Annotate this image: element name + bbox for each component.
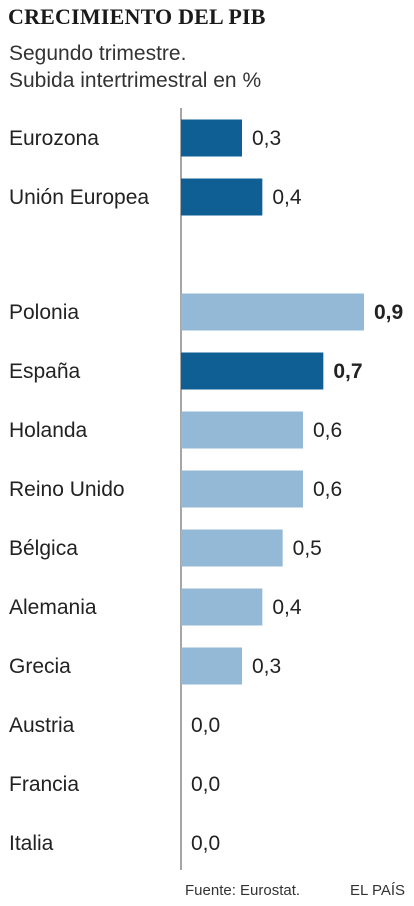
category-label-francia: Francia [9, 773, 79, 796]
bar-alemania [181, 588, 263, 626]
category-label-italia: Italia [9, 832, 54, 855]
bar-polonia [181, 293, 364, 331]
category-label-holanda: Holanda [9, 419, 88, 442]
chart-subtitle: Segundo trimestre. Subida intertrimestra… [9, 40, 261, 94]
category-label-reino-unido: Reino Unido [9, 478, 125, 501]
category-label-belgica: Bélgica [9, 537, 78, 560]
category-label-espana: España [9, 360, 81, 383]
value-label-alemania: 0,4 [272, 596, 302, 619]
subtitle-line-1: Segundo trimestre. [9, 42, 187, 65]
category-label-eurozona: Eurozona [9, 127, 99, 150]
value-label-austria: 0,0 [191, 714, 220, 737]
category-label-austria: Austria [9, 714, 75, 737]
category-label-grecia: Grecia [9, 655, 71, 678]
bar-eurozona [181, 119, 242, 157]
bar-grecia [181, 647, 242, 685]
bar-union-europea [181, 178, 263, 216]
value-label-reino-unido: 0,6 [313, 478, 342, 501]
value-label-grecia: 0,3 [252, 655, 281, 678]
chart-title: CRECIMIENTO DEL PIB [8, 4, 266, 29]
bar-reino-unido [181, 470, 303, 508]
value-label-union-europea: 0,4 [272, 186, 302, 209]
bar-espana [181, 352, 324, 390]
subtitle-line-2: Subida intertrimestral en % [9, 69, 262, 92]
value-label-polonia: 0,9 [374, 301, 403, 324]
brand-label: EL PAÍS [350, 882, 406, 899]
value-label-francia: 0,0 [191, 773, 220, 796]
category-label-polonia: Polonia [9, 301, 79, 324]
source-note: Fuente: Eurostat. [185, 882, 301, 899]
category-label-alemania: Alemania [9, 596, 97, 619]
value-label-holanda: 0,6 [313, 419, 342, 442]
category-label-union-europea: Unión Europea [9, 186, 149, 209]
value-label-belgica: 0,5 [293, 537, 322, 560]
bar-holanda [181, 411, 303, 449]
value-label-espana: 0,7 [333, 360, 362, 383]
value-label-eurozona: 0,3 [252, 127, 281, 150]
bar-belgica [181, 529, 283, 567]
value-label-italia: 0,0 [191, 832, 220, 855]
